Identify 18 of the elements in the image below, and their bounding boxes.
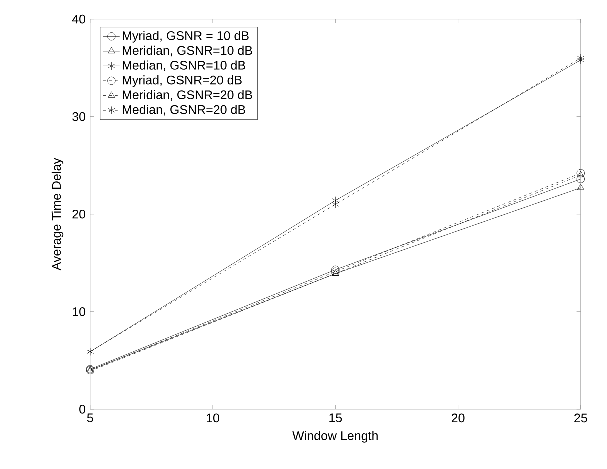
- x-tick-label: 20: [452, 414, 465, 422]
- x-tick-label: 5: [87, 414, 94, 422]
- y-tick-label: 20: [72, 210, 86, 219]
- y-tick-label: 0: [80, 404, 86, 414]
- legend-label: Myriad, GSNR=20 dB: [123, 75, 242, 88]
- x-tick-label: 15: [330, 414, 342, 422]
- legend-label: Median, GSNR=20 dB: [123, 104, 246, 116]
- y-tick-label: 40: [72, 14, 86, 24]
- legend-label: Meridian, GSNR=10 dB: [123, 46, 252, 56]
- x-axis-title: Window Length: [292, 431, 378, 443]
- x-tick-label: 25: [574, 414, 588, 422]
- x-tick-label: 10: [207, 414, 220, 422]
- legend-label: Meridian, GSNR=20 dB: [123, 90, 252, 101]
- legend-label: Median, GSNR=10 dB: [123, 60, 246, 72]
- y-tick-label: 30: [72, 112, 86, 122]
- y-tick-label: 10: [73, 307, 86, 316]
- y-axis-title: Average Time Delay: [52, 158, 64, 271]
- legend-label: Myriad, GSNR = 10 dB: [123, 31, 249, 43]
